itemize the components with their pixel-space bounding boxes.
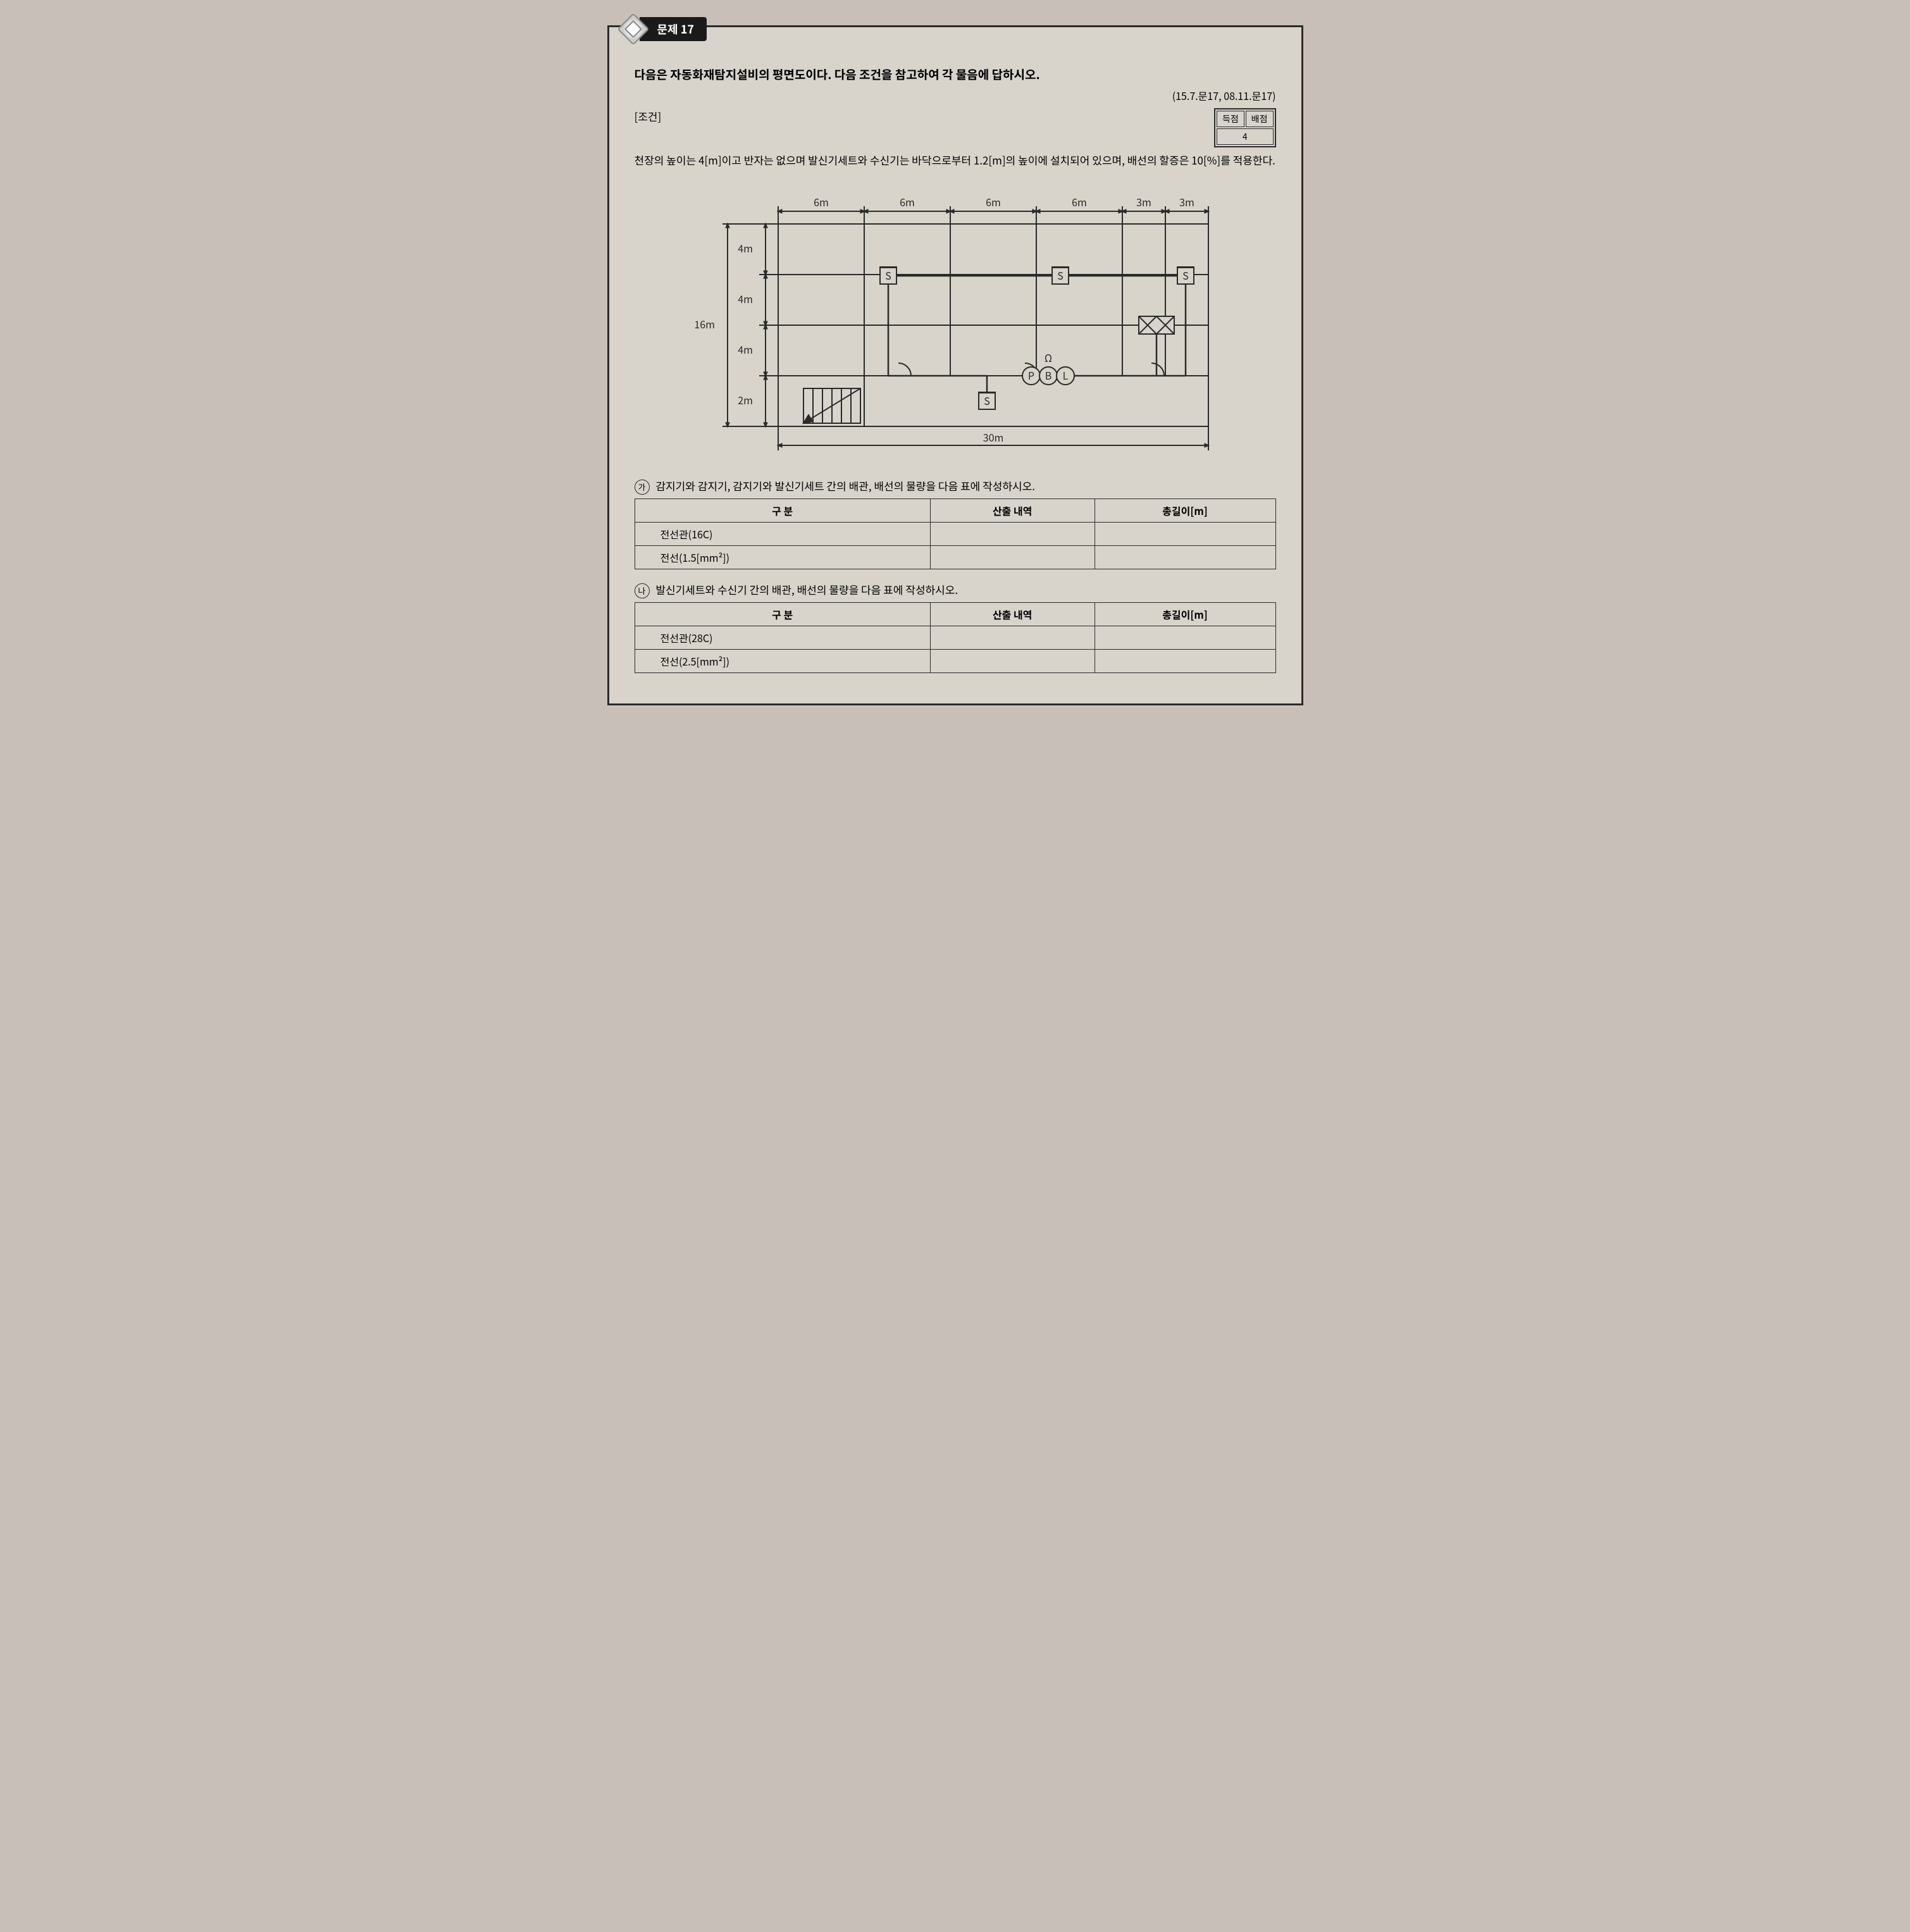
svg-text:16m: 16m (694, 316, 715, 331)
row-calc (930, 650, 1095, 673)
table-header: 총길이[m] (1095, 603, 1275, 626)
row-label: 전선(1.5[mm²]) (635, 546, 930, 569)
svg-text:3m: 3m (1136, 194, 1151, 209)
badge-bar: 문제 17 (640, 17, 707, 41)
question-a-text: 감지기와 감지기, 감지기와 발신기세트 간의 배관, 배선의 물량을 다음 표… (655, 478, 1035, 493)
question-a: 가 감지기와 감지기, 감지기와 발신기세트 간의 배관, 배선의 물량을 다음… (635, 477, 1276, 495)
row-total (1095, 650, 1275, 673)
reference: (15.7.문17, 08.11.문17) (635, 88, 1276, 103)
problem-page: ☆ 문제 17 다음은 자동화재탐지설비의 평면도이다. 다음 조건을 참고하여… (607, 25, 1303, 705)
badge-label: 문제 (657, 21, 678, 37)
problem-badge: 문제 17 (622, 17, 707, 41)
svg-text:2m: 2m (738, 392, 753, 407)
table-b: 구 분산출 내역총길이[m] 전선관(28C)전선(2.5[mm²]) (635, 602, 1276, 673)
condition-row: [조건] 득점 배점 4 (635, 108, 1276, 147)
table-row: 전선(2.5[mm²]) (635, 650, 1275, 673)
svg-text:S: S (984, 393, 990, 408)
badge-number: 17 (681, 21, 694, 37)
table-a: 구 분산출 내역총길이[m] 전선관(16C)전선(1.5[mm²]) (635, 498, 1276, 569)
receiver-symbol (1139, 316, 1174, 334)
question-a-marker: 가 (635, 480, 650, 495)
question-b: 나 발신기세트와 수신기 간의 배관, 배선의 물량을 다음 표에 작성하시오. (635, 581, 1276, 598)
row-total (1095, 546, 1275, 569)
svg-text:3m: 3m (1179, 194, 1194, 209)
row-label: 전선관(28C) (635, 626, 930, 650)
svg-text:L: L (1062, 368, 1068, 383)
svg-text:B: B (1045, 368, 1051, 383)
table-header: 산출 내역 (930, 499, 1095, 523)
svg-text:6m: 6m (814, 194, 829, 209)
row-calc (930, 523, 1095, 546)
svg-text:6m: 6m (986, 194, 1001, 209)
table-header: 구 분 (635, 499, 930, 523)
svg-text:6m: 6m (1072, 194, 1087, 209)
table-header: 구 분 (635, 603, 930, 626)
svg-text:Ω: Ω (1044, 350, 1051, 365)
score-box: 득점 배점 4 (1214, 108, 1276, 147)
svg-text:S: S (1182, 268, 1189, 283)
svg-text:30m: 30m (983, 430, 1003, 445)
score-value: 4 (1217, 128, 1274, 145)
table-row: 전선(1.5[mm²]) (635, 546, 1275, 569)
svg-text:6m: 6m (900, 194, 915, 209)
row-calc (930, 626, 1095, 650)
svg-text:4m: 4m (738, 291, 753, 306)
score-header-1: 득점 (1217, 111, 1244, 127)
stairs-symbol (803, 388, 860, 423)
condition-label: [조건] (635, 108, 662, 124)
table-header: 총길이[m] (1095, 499, 1275, 523)
title: 다음은 자동화재탐지설비의 평면도이다. 다음 조건을 참고하여 각 물음에 답… (635, 65, 1276, 84)
svg-text:4m: 4m (738, 342, 753, 357)
row-label: 전선관(16C) (635, 523, 930, 546)
svg-text:S: S (1057, 268, 1064, 283)
row-total (1095, 626, 1275, 650)
row-calc (930, 546, 1095, 569)
row-total (1095, 523, 1275, 546)
question-b-marker: 나 (635, 583, 650, 598)
floor-plan-diagram: 6m 6m 6m 6m 3m 3m 4m 4m 4m 2m (671, 186, 1240, 464)
score-header-2: 배점 (1246, 111, 1274, 127)
table-row: 전선관(16C) (635, 523, 1275, 546)
table-row: 전선관(28C) (635, 626, 1275, 650)
condition-text: 천장의 높이는 4[m]이고 반자는 없으며 발신기세트와 수신기는 바닥으로부… (635, 150, 1276, 170)
transmitter-set: ΩPBL (1022, 350, 1074, 385)
svg-text:S: S (885, 268, 891, 283)
table-header: 산출 내역 (930, 603, 1095, 626)
svg-text:P: P (1027, 368, 1034, 383)
row-label: 전선(2.5[mm²]) (635, 650, 930, 673)
svg-text:4m: 4m (738, 240, 753, 256)
question-b-text: 발신기세트와 수신기 간의 배관, 배선의 물량을 다음 표에 작성하시오. (655, 581, 958, 597)
